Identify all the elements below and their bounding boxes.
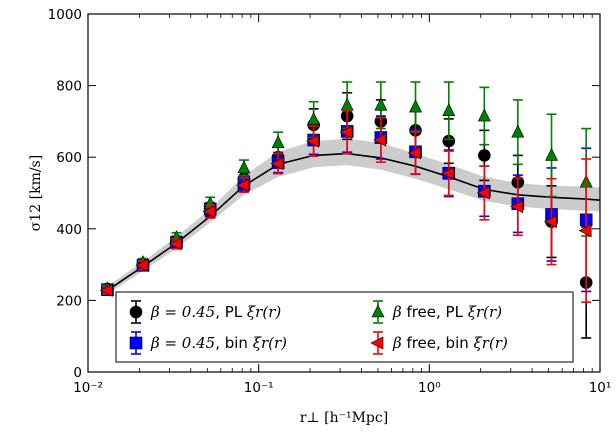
x-tick-label: 10⁻¹ — [244, 380, 274, 396]
legend-entries: β = 0.45, PL ξr(r)β = 0.45, bin ξr(r)β f… — [129, 300, 508, 355]
legend-label-xi: ξr(r) — [468, 303, 502, 321]
legend-marker-square — [129, 336, 143, 350]
legend-label-math: β — [392, 303, 402, 321]
data-point-binfree — [135, 258, 149, 272]
model-line — [106, 152, 601, 292]
data-point-plfree — [237, 159, 251, 177]
legend-label-xi: ξr(r) — [247, 303, 281, 321]
x-tick-label: 10¹ — [589, 380, 612, 396]
marker-triangle-up — [237, 160, 251, 174]
x-tick-label: 10⁰ — [418, 380, 441, 396]
legend-entry-binfree: β free, bin ξr(r) — [370, 331, 508, 355]
axis-ticks-layer: 10⁻² 10⁻¹ 10⁰ 10¹ 0 200 400 600 800 1000 — [48, 7, 612, 396]
model-uncertainty-band — [107, 138, 601, 294]
marker-circle — [478, 149, 491, 162]
legend-marker-triangle-left — [370, 336, 384, 350]
legend-label: β free, bin ξr(r) — [392, 334, 508, 352]
data-point-binfree — [339, 109, 353, 155]
legend-label: β = 0.45, bin ξr(r) — [150, 334, 287, 352]
marker-triangle-up — [442, 102, 456, 116]
legend-label-xi: ξr(r) — [253, 334, 287, 352]
data-point-binfree — [578, 158, 592, 303]
data-point-plfree — [409, 81, 423, 133]
marker-triangle-left — [236, 178, 250, 192]
legend-label-text: free, bin — [402, 334, 474, 352]
plot-frame — [87, 13, 601, 373]
legend-label-math: β = 0.45 — [150, 303, 215, 321]
marker-triangle-up — [307, 111, 321, 125]
legend-box — [115, 291, 574, 363]
marker-triangle-up — [511, 124, 525, 138]
legend-entry-bin045: β = 0.45, bin ξr(r) — [129, 331, 287, 355]
data-point-binfree — [236, 177, 250, 194]
legend: β = 0.45, PL ξr(r)β = 0.45, bin ξr(r)β f… — [115, 291, 574, 363]
data-point-binfree — [168, 237, 182, 251]
model-uncertainty-band-layer — [107, 138, 601, 294]
legend-label: β free, PL ξr(r) — [392, 303, 502, 321]
data-point-plfree — [307, 100, 321, 139]
y-tick-label: 200 — [56, 293, 82, 309]
data-point-binfree — [99, 283, 113, 297]
data-point-binfree — [270, 152, 284, 175]
y-tick-label: 800 — [56, 79, 82, 95]
marker-triangle-left — [339, 125, 353, 139]
data-point-binfree — [202, 204, 216, 219]
y-axis-label: σ12 [km/s] — [28, 155, 44, 231]
y-tick-label: 400 — [56, 222, 82, 238]
marker-triangle-left — [202, 205, 216, 219]
marker-triangle-left — [441, 166, 455, 180]
data-point-binfree — [305, 125, 319, 157]
x-tick-label: 10⁻² — [73, 380, 103, 396]
data-points-layer — [99, 81, 593, 339]
marker-triangle-left — [407, 146, 421, 160]
legend-label-text: , PL — [215, 303, 247, 321]
data-point-binfree — [441, 150, 455, 197]
legend-marker-circle — [129, 305, 143, 319]
marker-triangle-up — [409, 99, 423, 113]
y-tick-label: 600 — [56, 150, 82, 166]
legend-entry-pl045: β = 0.45, PL ξr(r) — [129, 300, 281, 324]
marker-triangle-left — [476, 186, 490, 200]
marker-triangle-left — [135, 258, 149, 272]
marker-triangle-left — [578, 224, 592, 238]
marker-triangle-up — [545, 147, 559, 161]
marker-triangle-left — [168, 237, 182, 251]
legend-label-xi: ξr(r) — [474, 334, 508, 352]
marker-triangle-up — [340, 97, 354, 111]
legend-label-math: β = 0.45 — [150, 334, 215, 352]
marker-triangle-up — [374, 97, 388, 111]
data-point-plfree — [511, 99, 525, 166]
data-point-plfree — [442, 81, 456, 141]
data-point-binfree — [373, 117, 387, 164]
marker-triangle-left — [270, 157, 284, 171]
data-point-binfree — [510, 177, 524, 237]
data-point-binfree — [407, 130, 421, 176]
legend-label-math: β — [392, 334, 402, 352]
legend-label-text: , bin — [215, 334, 253, 352]
marker-triangle-left — [543, 215, 557, 229]
legend-label: β = 0.45, PL ξr(r) — [150, 303, 281, 321]
y-tick-label: 1000 — [48, 7, 82, 23]
y-tick-label: 0 — [73, 365, 82, 381]
x-axis-label: r⊥ [h⁻¹Mpc] — [300, 410, 388, 426]
legend-marker-triangle-up — [371, 304, 385, 318]
data-point-plfree — [477, 86, 491, 146]
data-point-binfree — [476, 165, 490, 221]
marker-triangle-left — [305, 134, 319, 148]
marker-triangle-up — [477, 108, 491, 122]
series-binfree — [99, 109, 592, 303]
data-point-plfree — [271, 131, 285, 155]
marker-triangle-left — [373, 133, 387, 147]
model-line-layer — [106, 152, 601, 292]
marker-triangle-left — [99, 283, 113, 297]
marker-triangle-left — [510, 200, 524, 214]
legend-label-text: free, PL — [402, 303, 468, 321]
marker-triangle-up — [271, 135, 285, 149]
data-point-binfree — [543, 177, 557, 266]
legend-entry-plfree: β free, PL ξr(r) — [371, 300, 502, 324]
